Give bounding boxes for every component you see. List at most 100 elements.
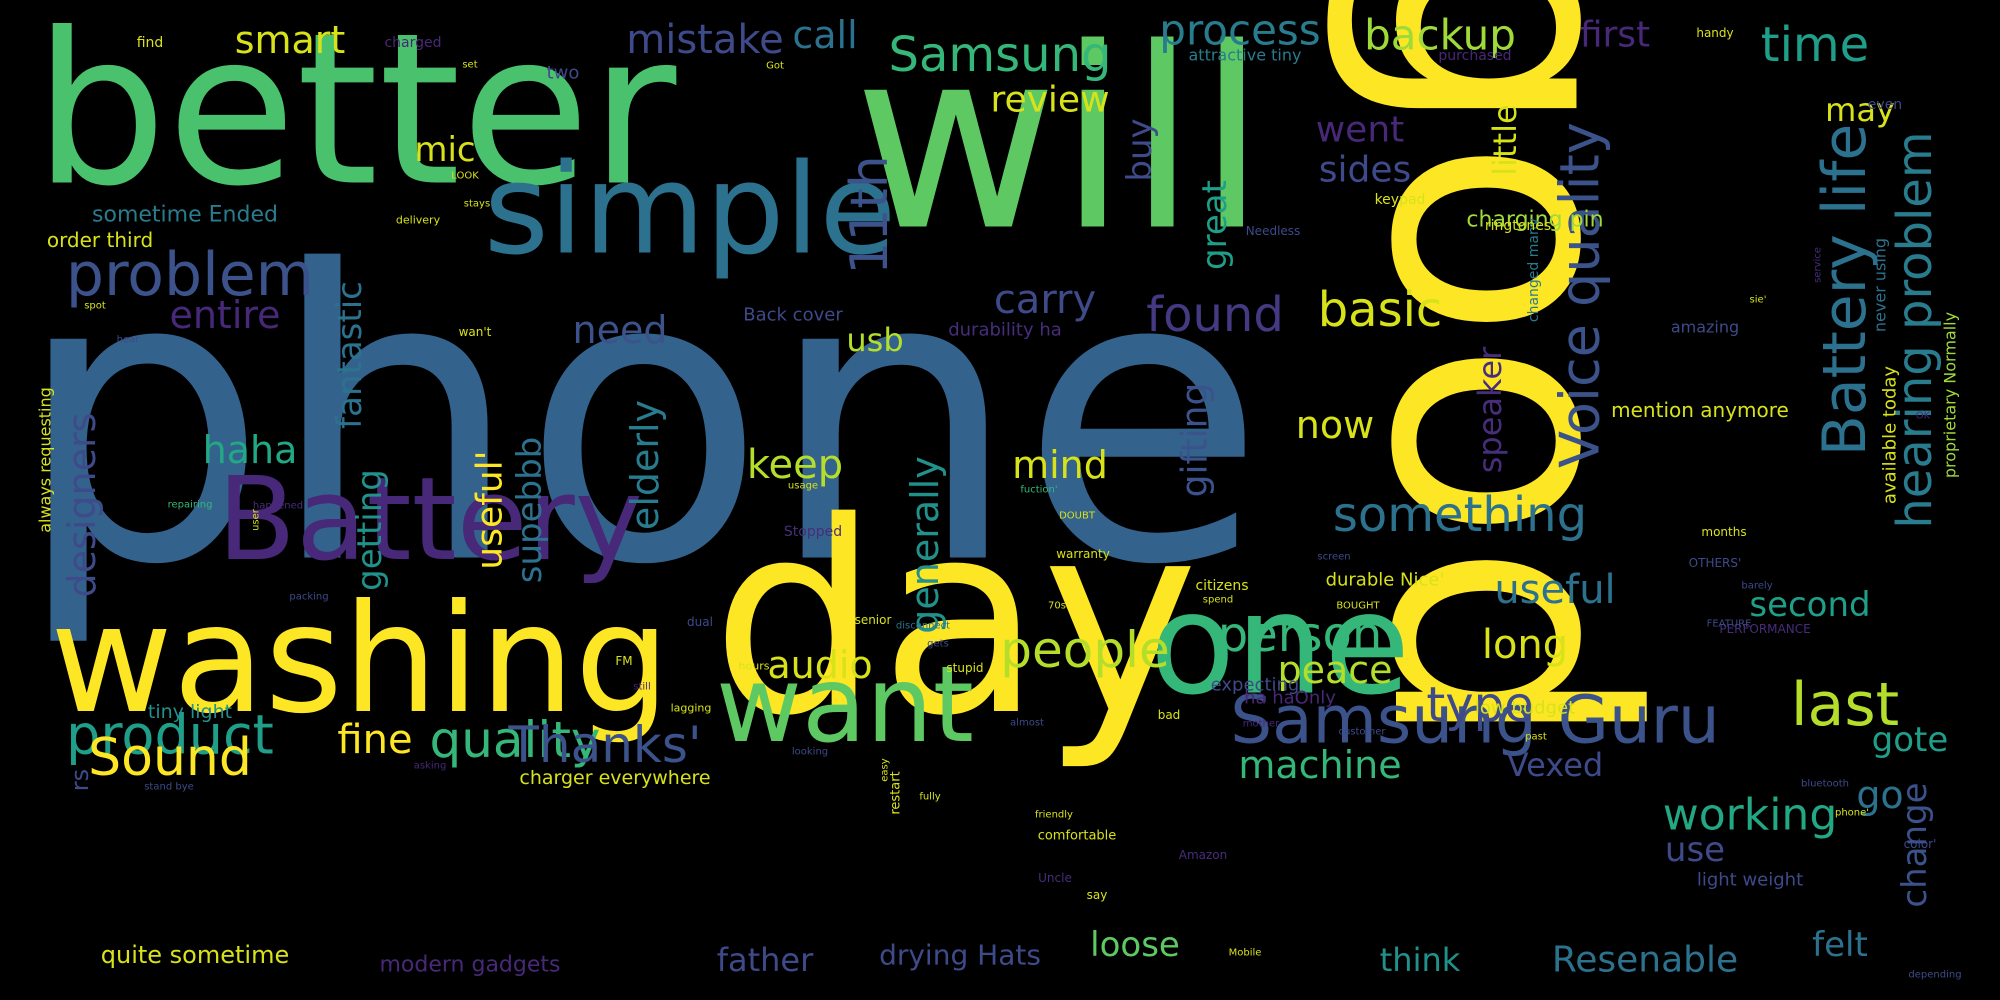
- word-phone: phone': [1835, 808, 1869, 819]
- word-repairing: repairing: [168, 500, 213, 511]
- word-fine: fine: [337, 717, 412, 763]
- word-stays: stays: [464, 199, 490, 210]
- word-designers: designers: [60, 413, 104, 598]
- word-almost: almost: [1010, 718, 1044, 729]
- word-day: day: [711, 466, 1198, 774]
- word-never-using: never using: [1871, 238, 1890, 332]
- word-problem: problem: [66, 240, 314, 310]
- word-looking: looking: [792, 747, 828, 758]
- word-bluetooth: bluetooth: [1801, 779, 1849, 790]
- word-packing: packing: [289, 592, 328, 603]
- word-quality: quality: [429, 711, 600, 769]
- word-mic: mic: [414, 130, 475, 170]
- word-samsung-guru: Samsung Guru: [1230, 682, 1720, 759]
- word-uncle: Uncle: [1038, 871, 1072, 885]
- word-speaker: speaker: [1471, 346, 1509, 473]
- word-found: found: [1146, 287, 1284, 343]
- word-70s: 70s: [1048, 601, 1066, 612]
- word-review: review: [990, 80, 1109, 121]
- word-went: went: [1316, 110, 1405, 151]
- word-great: great: [1195, 180, 1235, 270]
- word-haha: haha: [203, 428, 298, 472]
- word-order-third: order third: [47, 228, 153, 252]
- word-mention-anymore: mention anymore: [1611, 398, 1789, 422]
- word-audio: audio: [767, 643, 872, 687]
- word-hear: hear: [117, 335, 141, 346]
- word-product: product: [66, 704, 274, 767]
- word-keep: keep: [747, 442, 843, 488]
- word-voice-quality: Voice quality: [1549, 122, 1612, 468]
- word-doubt: DOUBT: [1059, 511, 1096, 522]
- word-phone: phone: [14, 188, 1266, 653]
- word-spot: spot: [84, 301, 106, 312]
- word-delivery: delivery: [396, 214, 441, 227]
- word-restart: restart: [889, 771, 904, 814]
- word-sie: sie': [1750, 295, 1767, 306]
- word-amazing: amazing: [1671, 318, 1739, 337]
- word-resenable: Resenable: [1552, 940, 1738, 981]
- word-stand-bye: stand bye: [144, 782, 194, 793]
- word-first: first: [1580, 15, 1650, 56]
- word-drying-hats: drying Hats: [879, 939, 1041, 972]
- word-thanks: Thanks': [507, 716, 701, 774]
- word-process: process: [1159, 6, 1320, 55]
- word-loose: loose: [1090, 925, 1180, 965]
- word-mobile: Mobile: [1229, 948, 1262, 959]
- word-screen: screen: [1317, 552, 1350, 563]
- word-attractive-tiny: attractive tiny: [1189, 46, 1302, 65]
- word-getting: getting: [350, 469, 390, 591]
- word-back-cover: Back cover: [743, 305, 843, 326]
- word-battery: Battery: [217, 453, 643, 587]
- word-supebbb: supebbb: [510, 437, 550, 584]
- word-easy: easy: [880, 758, 891, 781]
- word-better: better: [34, 0, 677, 233]
- word-others: OTHERS': [1689, 556, 1742, 570]
- word-still: still: [633, 682, 650, 693]
- word-sound: Sound: [88, 728, 252, 788]
- word-user: user: [251, 508, 262, 531]
- word-washing: washing: [50, 573, 670, 747]
- word-gifting: gifting: [1175, 383, 1216, 498]
- word-type: type: [1426, 677, 1533, 733]
- word-modern-gadgets: modern gadgets: [380, 953, 561, 978]
- word-look: LOOK: [451, 171, 479, 182]
- word-quite-sometime: quite sometime: [101, 941, 289, 969]
- word-now: now: [1296, 403, 1374, 447]
- word-working: working: [1663, 790, 1838, 841]
- word-will: will: [854, 0, 1267, 286]
- word-ok: OK: [1916, 411, 1931, 422]
- word-little: little: [1486, 104, 1524, 175]
- word-bad: bad: [1158, 708, 1181, 722]
- word-smart: smart: [235, 18, 346, 62]
- word-something: something: [1333, 487, 1587, 543]
- word-senior: senior: [855, 613, 892, 627]
- word-say: say: [1087, 888, 1108, 902]
- word-asking: asking: [414, 761, 447, 772]
- word-color: color': [1904, 837, 1937, 851]
- word-samsung: Samsung: [889, 27, 1112, 83]
- word-stupid: stupid: [946, 661, 983, 675]
- word-fuction: fuction': [1020, 485, 1057, 496]
- word-use: use: [1665, 830, 1725, 870]
- word-feature: FEATURE: [1707, 619, 1752, 630]
- word-basic: basic: [1318, 282, 1443, 338]
- word-need: need: [573, 308, 668, 352]
- word-available-today: available today: [1880, 366, 1901, 504]
- word-expecting: expecting: [1211, 675, 1300, 696]
- word-fully: fully: [919, 792, 940, 803]
- word-generally: generally: [903, 456, 947, 633]
- word-even: even: [1868, 97, 1902, 113]
- word-amazon: Amazon: [1179, 848, 1228, 862]
- word-felt: felt: [1812, 925, 1868, 965]
- word-useful: useful': [470, 450, 511, 569]
- word-past: past: [1525, 732, 1547, 743]
- word-rs: rs: [66, 769, 94, 791]
- word-mistake: mistake: [626, 17, 783, 63]
- word-hours: hours: [739, 660, 770, 673]
- word-sides: sides: [1319, 150, 1412, 191]
- word-disconnect: disconnect: [896, 621, 950, 632]
- word-stopped: Stopped: [784, 524, 842, 540]
- word-second: second: [1749, 585, 1870, 625]
- word-got: Got: [766, 61, 784, 72]
- word-dual: dual: [687, 615, 713, 629]
